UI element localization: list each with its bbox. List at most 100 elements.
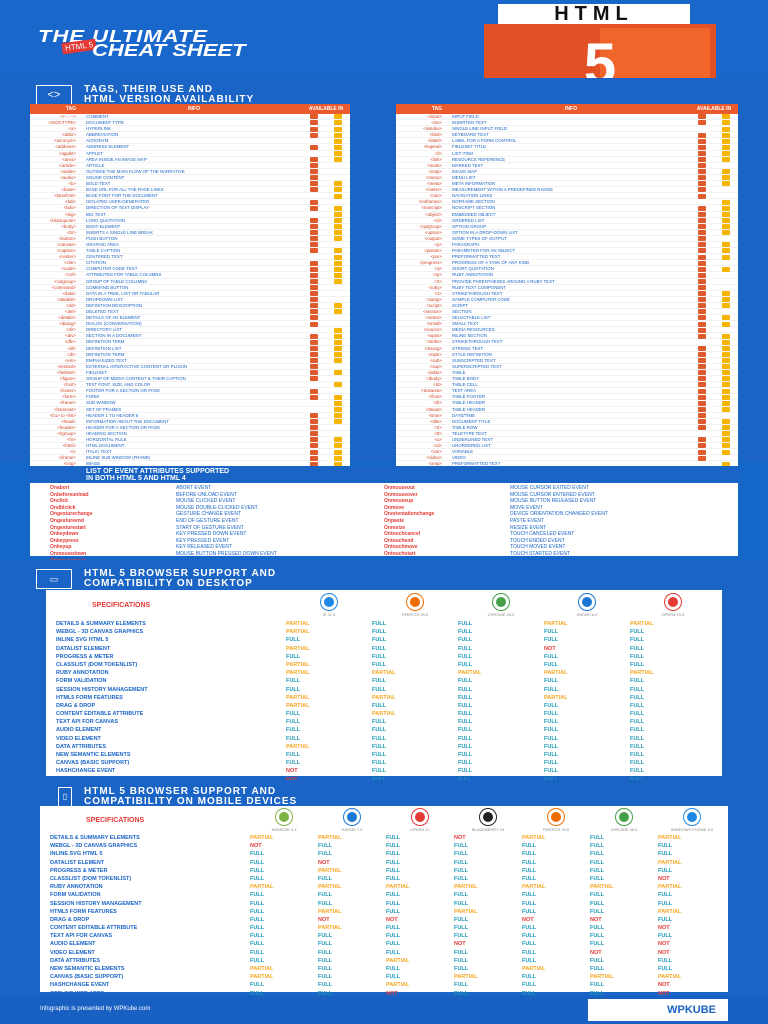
support-row: CANVAS (BASIC SUPPORT) FULL FULL FULL FULL FU… <box>46 759 722 767</box>
support-value: FULL <box>318 941 333 948</box>
html5-icon <box>310 412 318 418</box>
support-row: RUBY ANNOTATION PARTIAL PARTIAL PARTIAL PART… <box>40 883 728 891</box>
spec-name: DATALIST ELEMENT <box>50 859 105 866</box>
tag-name: <td> <box>433 382 442 388</box>
html4-availability <box>714 254 738 260</box>
tag-name: <th> <box>433 400 442 406</box>
tag-info: SECTION <box>452 309 472 314</box>
tag-row: <form> FORM <box>30 394 350 401</box>
tag-name: <col> <box>65 272 76 278</box>
support-value: FULL <box>630 719 645 726</box>
html4-availability <box>714 406 738 412</box>
spec-name: FORM VALIDATION <box>50 892 101 899</box>
html4-availability <box>714 291 738 297</box>
html5-availability <box>690 431 714 436</box>
html4-availability <box>326 455 350 461</box>
support-row: INLINE SVG HTML 5 FULL FULL FULL FULL FULL <box>46 636 722 644</box>
tag-row: <footer> FOOTER FOR A SECTION OR PAGE <box>30 388 350 395</box>
tag-name: <html> <box>62 443 76 449</box>
browser-name: SAFARI 7.0 <box>341 826 363 832</box>
html5-icon <box>310 199 318 205</box>
support-value: FULL <box>590 835 605 841</box>
event-desc: MOUSE BUTTON RELEASED EVENT <box>510 498 597 505</box>
browser-header: OPERA 21 <box>386 808 454 832</box>
tag-info: DROPDOWN LIST <box>86 296 124 302</box>
event-row: Onclick MOUSE CLICKED EVENT <box>50 498 384 505</box>
html5-availability <box>690 144 714 150</box>
support-value: FULL <box>522 957 537 964</box>
html4-availability <box>714 126 738 132</box>
event-desc: TOUCH CANCELED EVENT <box>510 531 575 538</box>
tag-info: MEASUREMENT WITHIN A PREDEFINED RANGE <box>452 187 553 193</box>
html5-availability <box>690 150 714 156</box>
tag-name: <strong> <box>424 345 442 351</box>
tag-name: <frameset> <box>53 406 76 412</box>
support-value: FULL <box>454 900 469 907</box>
html4-icon <box>722 376 730 382</box>
tag-name: <section> <box>422 309 442 314</box>
html5-icon <box>698 364 706 370</box>
tag-row: <style> STYLE DEFINITION <box>396 352 738 358</box>
support-value: FULL <box>454 966 469 972</box>
tag-row: <tr> TABLE ROW <box>396 425 738 431</box>
tag-info: RESOURCE REFERENCE <box>452 156 506 162</box>
browser-header: IE 11.0 <box>286 593 372 617</box>
tag-info: SECTION IN A DOCUMENT <box>86 333 142 339</box>
html4-availability <box>326 120 350 126</box>
html5-availability <box>690 272 714 278</box>
html5-icon <box>698 437 706 443</box>
support-value: PARTIAL <box>658 974 682 981</box>
spec-header: SPECIFICATIONS <box>86 816 145 824</box>
support-value: FULL <box>250 925 265 932</box>
tag-row: <caption> TABLE CAPTION <box>30 248 350 255</box>
tag-info: INPUT FIELD <box>452 114 479 119</box>
tag-info: VIDEO <box>452 455 466 461</box>
support-value: FULL <box>454 875 469 882</box>
html4-icon <box>334 394 342 400</box>
html5-icon <box>310 345 318 351</box>
support-value: FULL <box>250 908 265 915</box>
html4-availability <box>714 437 738 443</box>
html5-icon <box>698 358 706 364</box>
support-value: PARTIAL <box>318 884 342 891</box>
event-name: Onmouseup <box>384 498 414 505</box>
support-value: FULL <box>318 851 333 858</box>
html5-icon <box>698 242 706 248</box>
html4-icon <box>722 370 730 376</box>
spec-name: SESSION HISTORY MANAGEMENT <box>56 686 148 693</box>
support-row: NEW SEMANTIC ELEMENTS PARTIAL FULL FULL FULL… <box>40 965 728 973</box>
html5-icon <box>698 169 706 175</box>
support-value: FULL <box>522 990 537 997</box>
support-row: DATALIST ELEMENT PARTIAL FULL FULL NOT FULL <box>46 645 722 653</box>
support-value: FULL <box>372 760 387 767</box>
html5-icon <box>698 443 706 449</box>
support-value: FULL <box>458 719 473 726</box>
support-value: PARTIAL <box>286 645 310 652</box>
spec-name: HASHCHANGE EVENT <box>56 768 116 775</box>
support-value: FULL <box>630 653 645 660</box>
html4-availability <box>326 339 350 345</box>
tag-name: <tfoot> <box>428 394 442 400</box>
html5-availability <box>302 345 326 351</box>
event-desc: MOUSE DOUBLE-CLICKED EVENT <box>176 504 258 511</box>
support-value: FULL <box>372 645 387 652</box>
html5-icon <box>310 388 318 394</box>
tag-name: <kbd> <box>429 132 442 138</box>
spec-name: NEW SEMANTIC ELEMENTS <box>50 966 125 972</box>
browser-header: ANDROID 4.4 <box>250 808 318 832</box>
tag-name: <sup> <box>429 363 442 369</box>
html5-availability <box>690 315 714 321</box>
html5-availability <box>302 254 326 259</box>
support-value: PARTIAL <box>544 621 568 627</box>
support-value: FULL <box>458 661 473 668</box>
tag-row: <output> SOME TYPES OF OUTPUT <box>396 236 738 242</box>
event-name: Onkeydown <box>50 531 79 538</box>
html4-icon <box>334 455 342 461</box>
event-row: Onpaste PASTE EVENT <box>384 518 718 525</box>
html4-icon <box>722 345 730 351</box>
tag-name: <style> <box>427 351 442 357</box>
tag-name: <tbody> <box>426 376 442 382</box>
support-value: FULL <box>544 719 559 726</box>
support-value: FULL <box>658 966 673 972</box>
spec-name: PROGRESS & METER <box>56 653 114 660</box>
